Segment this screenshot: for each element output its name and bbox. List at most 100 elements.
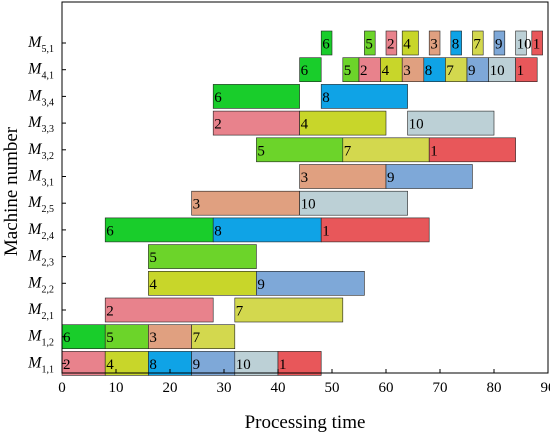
- bar-label: 8: [425, 63, 433, 79]
- bar-m3-2-job-5: [256, 137, 344, 163]
- machine-label-sub: 3,4: [42, 97, 55, 108]
- machine-label-main: M: [27, 221, 43, 238]
- bar-m2-3-job-5: [148, 244, 257, 269]
- x-tick-label: 60: [379, 380, 394, 396]
- x-tick-label: 50: [325, 380, 340, 396]
- bar-label: 7: [446, 63, 454, 79]
- bar-label: 2: [106, 304, 114, 320]
- machine-label-main: M: [27, 34, 43, 51]
- bar-label: 6: [301, 63, 309, 79]
- bar-label: 4: [149, 277, 157, 293]
- bar-label: 3: [301, 170, 309, 186]
- bar-label: 5: [149, 250, 157, 266]
- bar-label: 3: [193, 197, 201, 213]
- bar-label: 4: [106, 357, 114, 373]
- bar-label: 9: [468, 63, 476, 79]
- machine-label-main: M: [27, 328, 43, 345]
- x-tick-label: 20: [163, 380, 178, 396]
- bar-m2-4-job-8: [212, 217, 322, 243]
- machine-label-sub: 2,4: [42, 231, 55, 242]
- bar-m1-2-job-7: [191, 324, 236, 350]
- bar-label: 10: [301, 197, 316, 213]
- bar-m5-1-job-8: [450, 30, 462, 56]
- bar-m2-5-job-10: [299, 190, 408, 216]
- x-tick-label: 80: [487, 380, 502, 396]
- bar-m1-2-job-6: [61, 324, 106, 350]
- machine-label-2-2: M2,2: [27, 274, 54, 295]
- bar-m5-1-job-6: [320, 30, 333, 56]
- bar-m5-1-job-10: [515, 30, 527, 56]
- bar-label: 4: [403, 37, 411, 53]
- bar-label: 3: [149, 330, 157, 346]
- plot-frame: [61, 1, 549, 374]
- machine-label-main: M: [27, 61, 43, 78]
- bar-label: 7: [193, 330, 201, 346]
- x-tick-label: 70: [433, 380, 448, 396]
- machine-label-2-1: M2,1: [27, 301, 54, 322]
- bar-m2-4-job-1: [320, 217, 430, 243]
- x-axis-title: Processing time: [245, 412, 366, 433]
- machine-label-2-5: M2,5: [27, 194, 54, 215]
- bar-label: 2: [63, 357, 71, 373]
- x-tick-label: 0: [58, 380, 66, 396]
- bar-m3-2-job-7: [342, 137, 430, 163]
- machine-label-main: M: [27, 87, 43, 104]
- bar-label: 1: [430, 143, 438, 159]
- bar-m1-1-job-1: [277, 351, 322, 376]
- bar-label: 10: [409, 117, 424, 133]
- bar-label: 3: [403, 63, 411, 79]
- bar-label: 2: [360, 63, 368, 79]
- bar-m5-1-job-5: [364, 30, 376, 56]
- bar-label: 5: [344, 63, 352, 79]
- machine-label-sub: 2,1: [42, 311, 55, 322]
- machine-label-sub: 2,5: [42, 204, 55, 215]
- bar-m5-1-job-4: [401, 30, 419, 56]
- bar-label: 5: [106, 330, 114, 346]
- machine-label-main: M: [27, 301, 43, 318]
- bar-m5-1-job-7: [472, 30, 484, 56]
- bar-label: 9: [387, 170, 395, 186]
- x-tick-label: 30: [217, 380, 232, 396]
- x-ticks: 0 10 20 30 40 50 60 70 80 90: [58, 369, 550, 396]
- bar-m3-2-job-1: [428, 137, 516, 163]
- bar-m2-2-job-4: [148, 270, 257, 296]
- bar-label: 7: [473, 37, 481, 53]
- machine-label-main: M: [27, 114, 43, 131]
- x-tick-label: 10: [109, 380, 124, 396]
- bar-m3-1-job-3: [299, 164, 387, 189]
- bar-label: 10: [490, 63, 505, 79]
- machine-label-3-4: M3,4: [27, 87, 54, 108]
- machine-label-main: M: [27, 168, 43, 185]
- bar-m2-2-job-9: [256, 270, 365, 296]
- bar-label: 4: [382, 63, 390, 79]
- bar-m5-1-job-1: [531, 30, 543, 56]
- bar-label: 3: [430, 37, 438, 53]
- bar-label: 7: [344, 143, 352, 159]
- bar-m3-4-job-6: [212, 84, 300, 109]
- bar-label: 1: [322, 223, 330, 239]
- bar-label: 2: [387, 37, 395, 53]
- machine-label-1-2: M1,2: [27, 328, 54, 349]
- bar-label: 6: [322, 37, 330, 53]
- bar-m5-1-job-2: [385, 30, 398, 56]
- bar-m3-1-job-9: [385, 164, 473, 189]
- machine-label-sub: 3,1: [42, 178, 55, 189]
- machine-label-sub: 2,3: [42, 258, 55, 269]
- bar-label: 1: [533, 37, 541, 53]
- machine-label-sub: 3,3: [42, 124, 55, 135]
- bars-layer: 6 5 2 4 3 8 7 9 10 16 5 2 4 3 8 7 9 10 16 82 4 105 7 13 93 106 8 15…: [61, 30, 543, 376]
- bar-label: 9: [193, 357, 201, 373]
- machine-label-sub: 5,1: [42, 44, 55, 55]
- bar-label: 4: [301, 117, 309, 133]
- bar-label: 5: [365, 37, 373, 53]
- machine-label-3-1: M3,1: [27, 168, 54, 189]
- bar-label: 6: [214, 90, 222, 106]
- bar-label: 8: [322, 90, 330, 106]
- bar-label: 9: [495, 37, 503, 53]
- bar-label: 10: [236, 357, 251, 373]
- bar-m3-3-job-2: [212, 110, 300, 136]
- bar-m3-3-job-4: [299, 110, 387, 136]
- bar-label: 7: [236, 304, 244, 320]
